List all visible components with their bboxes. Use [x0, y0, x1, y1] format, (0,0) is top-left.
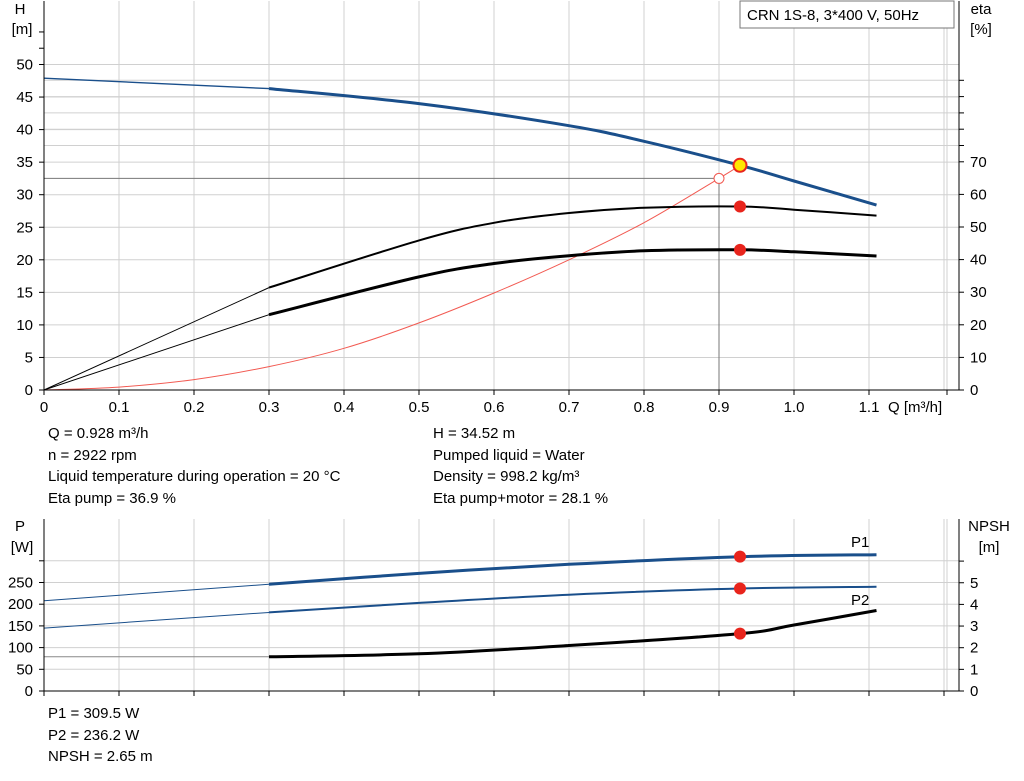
- eta-pump-marker: [734, 200, 746, 213]
- p2-curve: [268, 585, 877, 614]
- q-tick-label-5: 0.5: [409, 399, 430, 416]
- p1-marker: [734, 550, 746, 563]
- p-tick-label-100: 100: [8, 640, 33, 657]
- h-tick-label-40: 40: [16, 122, 33, 139]
- h-tick-label-15: 15: [16, 284, 33, 301]
- eta-pump-curve: [268, 205, 877, 289]
- h-tick-label-50: 50: [16, 57, 33, 74]
- p-tick-label-250: 250: [8, 575, 33, 592]
- system-curve: [43, 164, 741, 391]
- h-tick-label-30: 30: [16, 187, 33, 204]
- npsh-tick-label-5: 5: [970, 575, 978, 592]
- top-chart-grid: [43, 1, 959, 390]
- operating-point-marker: [732, 157, 748, 173]
- eta-tick-label-30: 30: [970, 284, 987, 301]
- info-speed: n = 2922 rpm: [48, 446, 137, 464]
- info-eta-pump: Eta pump = 36.9 %: [48, 489, 176, 507]
- eta-tick-label-70: 70: [970, 154, 987, 171]
- legend-box: CRN 1S-8, 3*400 V, 50Hz: [739, 0, 955, 29]
- info-pumped-liquid: Pumped liquid = Water: [433, 446, 585, 464]
- p-tick-label-0: 0: [25, 683, 33, 700]
- q-axis-label: Q [m³/h]: [888, 399, 942, 416]
- info-p2: P2 = 236.2 W: [48, 726, 140, 744]
- h-curve: [268, 87, 877, 207]
- q-tick-label-0: 0: [40, 399, 48, 416]
- h-tick-label-20: 20: [16, 252, 33, 269]
- q-tick-label-1: 0.1: [109, 399, 130, 416]
- h-tick-label-45: 45: [16, 89, 33, 106]
- npsh-tick-label-1: 1: [970, 661, 978, 678]
- p1-extension: [43, 583, 270, 602]
- h-tick-label-35: 35: [16, 154, 33, 171]
- h-curve-extension: [43, 77, 270, 90]
- h-tick-label-25: 25: [16, 219, 33, 236]
- info-density: Density = 998.2 kg/m³: [433, 468, 580, 485]
- info-bottom: P1 = 309.5 W P2 = 236.2 W NPSH = 2.65 m: [48, 703, 153, 768]
- p-tick-label-50: 50: [16, 661, 33, 678]
- p-axis-unit: [W]: [11, 539, 34, 556]
- q-tick-label-2: 0.2: [184, 399, 205, 416]
- q-tick-label-8: 0.8: [634, 399, 655, 416]
- info-top-right: H = 34.52 m Pumped liquid = Water Densit…: [433, 423, 608, 509]
- p2-series-label: P2: [851, 592, 869, 609]
- eta-tick-label-10: 10: [970, 349, 987, 366]
- p-tick-label-150: 150: [8, 618, 33, 635]
- npsh-tick-label-4: 4: [970, 596, 978, 613]
- eta-tick-label-50: 50: [970, 219, 987, 236]
- h-tick-label-0: 0: [25, 382, 33, 399]
- npsh-tick-label-2: 2: [970, 640, 978, 657]
- eta-pump-motor-marker: [734, 243, 746, 256]
- p2-extension: [43, 611, 270, 629]
- info-eta-pump-motor: Eta pump+motor = 28.1 %: [433, 489, 609, 507]
- eta-pump-motor-curve: [268, 248, 877, 317]
- eta-tick-label-20: 20: [970, 317, 987, 334]
- info-p1: P1 = 309.5 W: [48, 705, 140, 722]
- info-flow: Q = 0.928 m³/h: [48, 425, 149, 442]
- npsh-curve: [268, 609, 877, 659]
- axes: [39, 1, 964, 696]
- bottom-chart-grid: [43, 519, 959, 691]
- eta-tick-label-60: 60: [970, 186, 987, 203]
- h-tick-label-10: 10: [16, 317, 33, 334]
- h-axis-title: H: [15, 1, 26, 18]
- legend-box-text: CRN 1S-8, 3*400 V, 50Hz: [747, 7, 919, 24]
- q-tick-label-9: 0.9: [709, 399, 730, 416]
- p2-marker: [734, 582, 746, 595]
- npsh-tick-label-0: 0: [970, 683, 978, 700]
- p1-series-label: P1: [851, 534, 869, 551]
- info-npsh: NPSH = 2.65 m: [48, 748, 153, 765]
- p1-curve: [268, 553, 877, 586]
- npsh-marker: [734, 627, 746, 640]
- q-tick-label-7: 0.7: [559, 399, 580, 416]
- eta-pump-extension: [43, 287, 270, 391]
- q-tick-label-10: 1.0: [784, 399, 805, 416]
- q-tick-label-3: 0.3: [259, 399, 280, 416]
- p-axis-title: P: [15, 518, 25, 535]
- eta-axis-unit: [%]: [970, 21, 992, 38]
- npsh-axis-unit: [m]: [979, 539, 1000, 556]
- q-tick-label-11: 1.1: [859, 399, 880, 416]
- eta-axis-title: eta: [971, 1, 993, 18]
- eta-tick-label-0: 0: [970, 382, 978, 399]
- eta-tick-label-40: 40: [970, 252, 987, 269]
- info-head: H = 34.52 m: [433, 425, 516, 442]
- q-tick-label-6: 0.6: [484, 399, 505, 416]
- p-tick-label-200: 200: [8, 596, 33, 613]
- h-axis-unit: [m]: [12, 21, 33, 38]
- duty-point-marker: [713, 172, 725, 184]
- h-tick-label-5: 5: [25, 349, 33, 366]
- info-top-left: Q = 0.928 m³/h n = 2922 rpm Liquid tempe…: [48, 423, 340, 509]
- q-tick-label-4: 0.4: [334, 399, 355, 416]
- info-liquid-temp: Liquid temperature during operation = 20…: [48, 468, 341, 485]
- npsh-axis-title: NPSH: [968, 518, 1010, 535]
- eta-pump-motor-extension: [43, 314, 270, 391]
- curves: [43, 77, 877, 659]
- npsh-tick-label-3: 3: [970, 618, 978, 635]
